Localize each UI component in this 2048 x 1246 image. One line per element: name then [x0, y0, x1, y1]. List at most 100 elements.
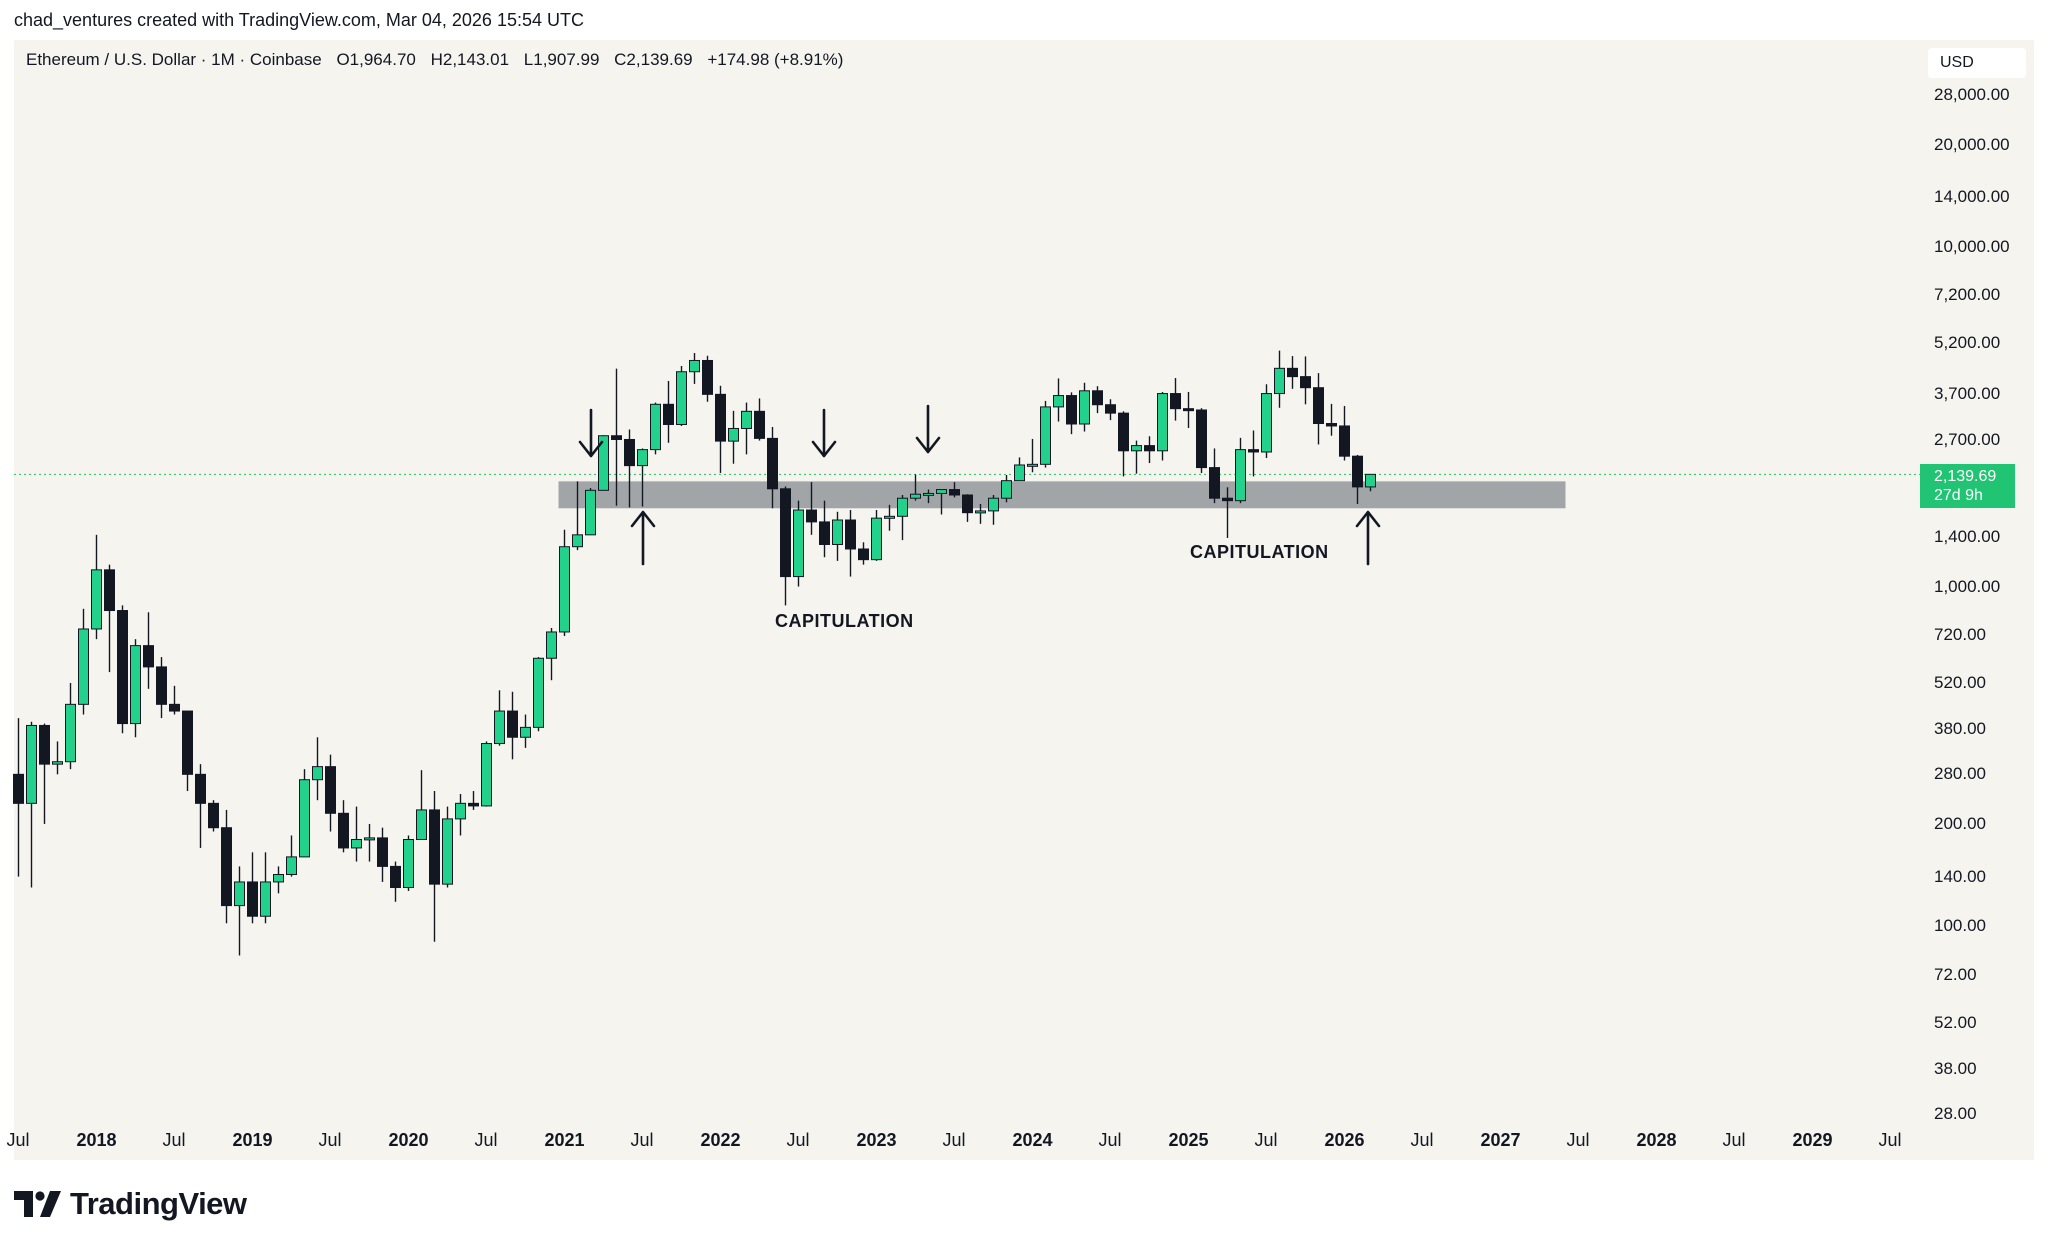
candle: [429, 791, 440, 942]
tradingview-logo[interactable]: TradingView: [14, 1186, 247, 1222]
candle-body: [650, 403, 661, 451]
candle-body: [1300, 376, 1311, 389]
candle-body: [221, 827, 232, 907]
candle-body: [169, 703, 180, 712]
candle-body: [182, 710, 193, 775]
candle-body: [585, 489, 596, 536]
candle-body: [273, 873, 284, 883]
candle-body: [910, 493, 921, 499]
time-axis-label: 2023: [856, 1130, 897, 1150]
time-axis-label: Jul: [630, 1130, 654, 1150]
candle: [1144, 436, 1155, 464]
candle-body: [845, 519, 856, 550]
candle-body: [637, 449, 648, 467]
candle-body: [572, 534, 583, 548]
time-axis-label: 2020: [388, 1130, 429, 1150]
candle-body: [611, 435, 622, 440]
time-axis-label: Jul: [1722, 1130, 1746, 1150]
symbol-label[interactable]: Ethereum / U.S. Dollar · 1M · Coinbase: [26, 50, 322, 69]
currency-button[interactable]: USD: [1928, 48, 2026, 78]
candle: [39, 723, 50, 824]
candle-body: [143, 645, 154, 668]
time-axis-label: Jul: [1878, 1130, 1902, 1150]
candle-body: [871, 517, 882, 561]
tradingview-wordmark: TradingView: [70, 1186, 247, 1221]
candle-body: [676, 371, 687, 425]
candle-body: [988, 497, 999, 512]
candle: [1326, 403, 1337, 436]
candle: [754, 398, 765, 441]
candle: [1352, 454, 1363, 504]
candle: [1118, 411, 1129, 477]
candle: [793, 500, 804, 587]
candle-body: [520, 726, 531, 738]
candle: [962, 494, 973, 522]
candle: [143, 612, 154, 689]
time-axis-label: Jul: [162, 1130, 186, 1150]
change-value: +174.98 (+8.91%): [707, 50, 844, 69]
candle: [689, 353, 700, 384]
candle: [377, 827, 388, 882]
candle-body: [819, 521, 830, 545]
candle: [676, 365, 687, 426]
candle-body: [962, 494, 973, 514]
candle: [507, 691, 518, 760]
time-axis-label: Jul: [6, 1130, 30, 1150]
candle: [416, 770, 427, 841]
price-axis-label: 28,000.00: [1934, 85, 2010, 104]
candle: [1313, 373, 1324, 445]
candle-body: [195, 773, 206, 804]
candle: [1105, 399, 1116, 421]
candle: [13, 718, 24, 877]
candle-body: [832, 519, 843, 545]
price-axis-label: 1,400.00: [1934, 526, 2001, 546]
candle: [832, 511, 843, 561]
candle-body: [351, 839, 362, 849]
price-axis-label: 200.00: [1934, 813, 1986, 833]
time-axis-label: Jul: [318, 1130, 342, 1150]
candle-body: [1040, 406, 1051, 465]
candle: [767, 426, 778, 509]
candle: [169, 685, 180, 715]
ohlc-legend: Ethereum / U.S. Dollar · 1M · Coinbase O…: [26, 50, 853, 70]
time-axis-label: Jul: [786, 1130, 810, 1150]
price-axis-label: 140.00: [1934, 866, 1986, 886]
candle: [1040, 400, 1051, 468]
candle-body: [1365, 473, 1376, 488]
candle: [663, 380, 674, 443]
candle: [286, 835, 297, 877]
low-value: L1,907.99: [523, 50, 600, 69]
candle-body: [689, 359, 700, 373]
chart-area[interactable]: [14, 40, 2034, 1160]
candle: [1222, 487, 1233, 538]
price-axis-label: 1,000.00: [1934, 576, 2001, 596]
down-arrow-icon: [915, 404, 941, 454]
candle-body: [858, 548, 869, 561]
candle: [442, 806, 453, 888]
price-axis-label: 280.00: [1934, 764, 1986, 784]
price-axis-label: 100.00: [1934, 916, 1986, 936]
price-axis-label: 72.00: [1934, 964, 1977, 984]
candle-body: [377, 837, 388, 867]
candle-body: [1352, 455, 1363, 488]
candle-body: [1079, 390, 1090, 425]
candle: [637, 448, 648, 507]
close-value: C2,139.69: [614, 50, 693, 69]
high-value: H2,143.01: [430, 50, 510, 69]
candle-body: [767, 437, 778, 490]
time-axis-label: 2024: [1012, 1130, 1053, 1150]
candle-body: [403, 839, 414, 889]
price-axis-label: 7,200.00: [1934, 285, 2001, 305]
price-axis-label: 20,000.00: [1934, 134, 2010, 154]
candle: [650, 402, 661, 455]
candle: [494, 690, 505, 746]
time-axis-label: 2019: [232, 1130, 273, 1150]
price-axis-label: 520.00: [1934, 673, 1986, 692]
candle: [546, 628, 557, 681]
price-axis-label: 3,700.00: [1934, 383, 2001, 403]
candle: [702, 355, 713, 402]
candle-body: [1196, 409, 1207, 469]
time-axis-label: 2021: [544, 1130, 585, 1150]
candle: [91, 534, 102, 640]
time-axis-label: 2029: [1792, 1130, 1833, 1150]
